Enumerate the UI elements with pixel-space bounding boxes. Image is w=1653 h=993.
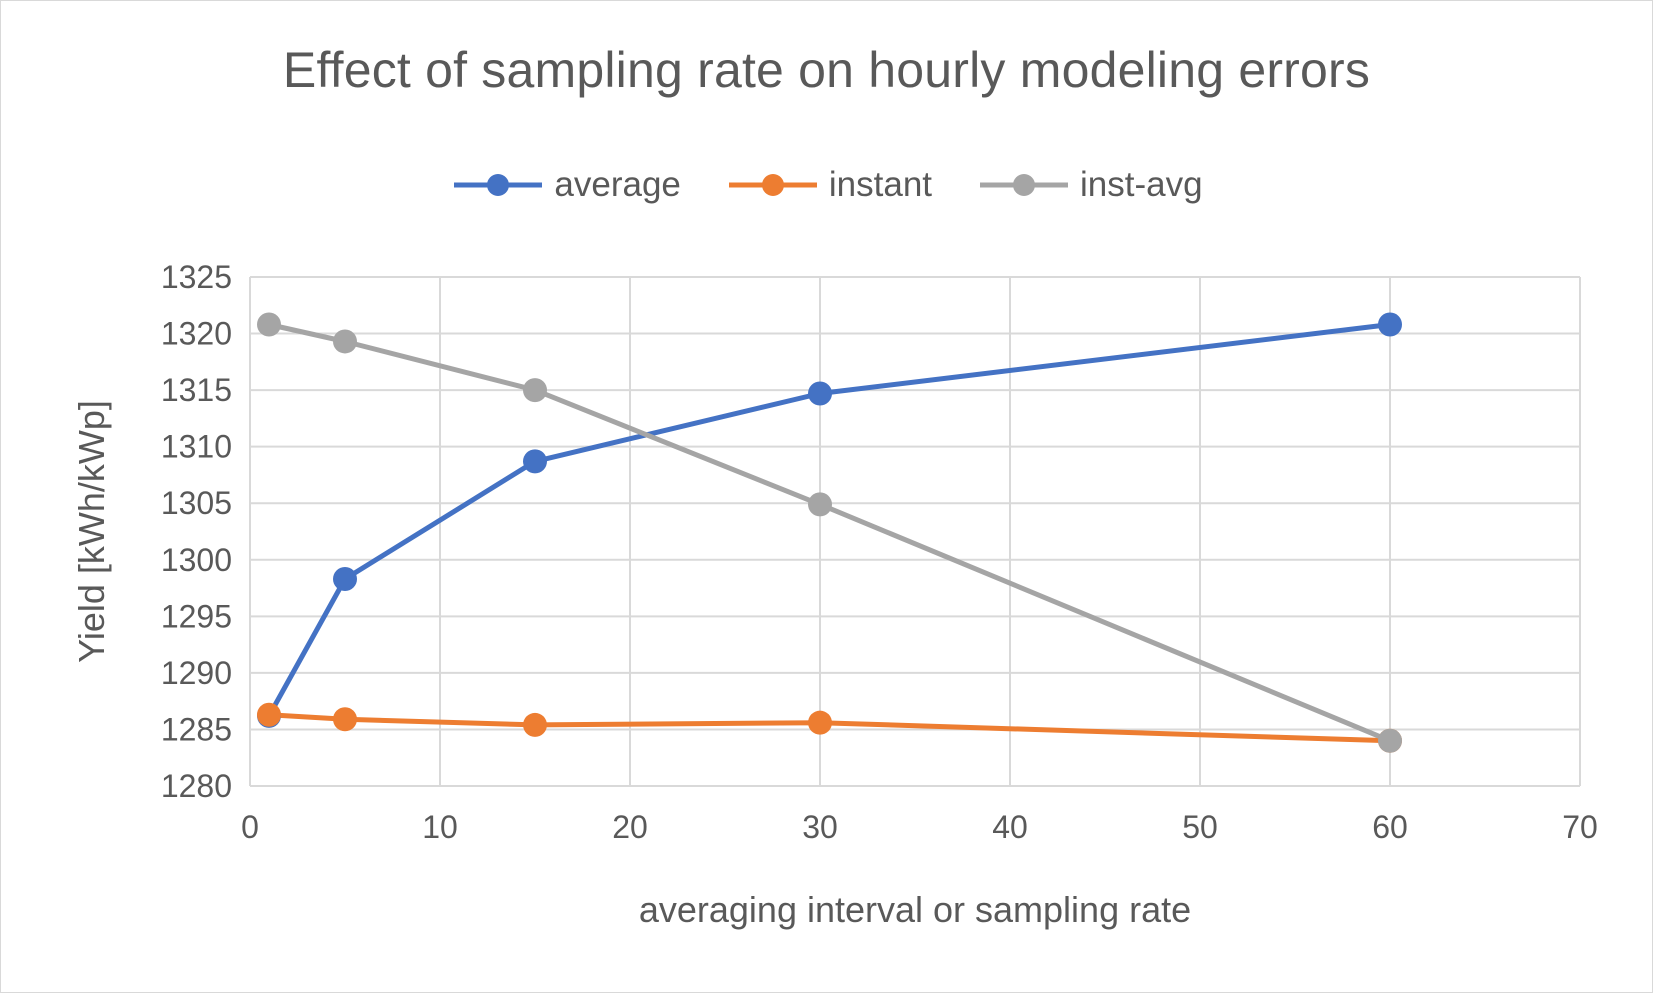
- x-tick-label: 40: [992, 809, 1028, 845]
- legend-label-average: average: [554, 165, 681, 204]
- data-point-inst-avg: [523, 378, 547, 403]
- y-tick-label: 1305: [161, 485, 232, 521]
- data-point-inst-avg: [808, 492, 832, 517]
- y-axis-title: Yield [kWh/kWp]: [71, 400, 112, 663]
- y-tick-label: 1280: [161, 768, 232, 804]
- legend-item-instant: instant: [725, 165, 932, 205]
- y-tick-label: 1310: [161, 429, 232, 465]
- data-point-instant: [333, 707, 357, 732]
- data-point-instant: [523, 712, 547, 737]
- x-tick-label: 50: [1182, 809, 1218, 845]
- x-tick-label: 10: [422, 809, 458, 845]
- series-line-average: [266, 322, 1393, 719]
- legend-item-average: average: [450, 165, 681, 205]
- data-point-average: [1378, 312, 1402, 337]
- y-tick-label: 1300: [161, 542, 232, 578]
- legend-label-inst-avg: inst-avg: [1080, 165, 1203, 204]
- data-point-instant: [808, 710, 832, 735]
- data-point-average: [333, 567, 357, 592]
- x-axis-title: averaging interval or sampling rate: [639, 889, 1191, 930]
- x-tick-label: 20: [612, 809, 648, 845]
- x-tick-label: 70: [1562, 809, 1598, 845]
- chart-title: Effect of sampling rate on hourly modeli…: [282, 42, 1371, 98]
- data-point-instant: [257, 702, 281, 727]
- legend-item-inst-avg: inst-avg: [976, 165, 1203, 205]
- x-tick-label: 60: [1372, 809, 1408, 845]
- data-point-inst-avg: [333, 329, 357, 354]
- y-tick-label: 1325: [161, 259, 232, 295]
- y-tick-label: 1315: [161, 372, 232, 408]
- legend-marker-average: [454, 174, 543, 196]
- legend-label-instant: instant: [828, 165, 933, 204]
- legend-marker-instant: [728, 174, 817, 196]
- legend-marker-inst-avg: [980, 174, 1069, 196]
- y-tick-label: 1320: [161, 316, 232, 352]
- y-tick-label: 1290: [161, 655, 232, 691]
- y-tick-label: 1295: [161, 598, 232, 634]
- data-point-inst-avg: [1378, 728, 1402, 753]
- data-point-inst-avg: [257, 312, 281, 337]
- data-point-average: [808, 381, 832, 406]
- data-point-average: [523, 449, 547, 474]
- y-tick-label: 1285: [161, 711, 232, 747]
- legend: average instant inst-avg: [1, 163, 1652, 207]
- x-tick-label: 0: [241, 809, 259, 845]
- x-tick-label: 30: [802, 809, 838, 845]
